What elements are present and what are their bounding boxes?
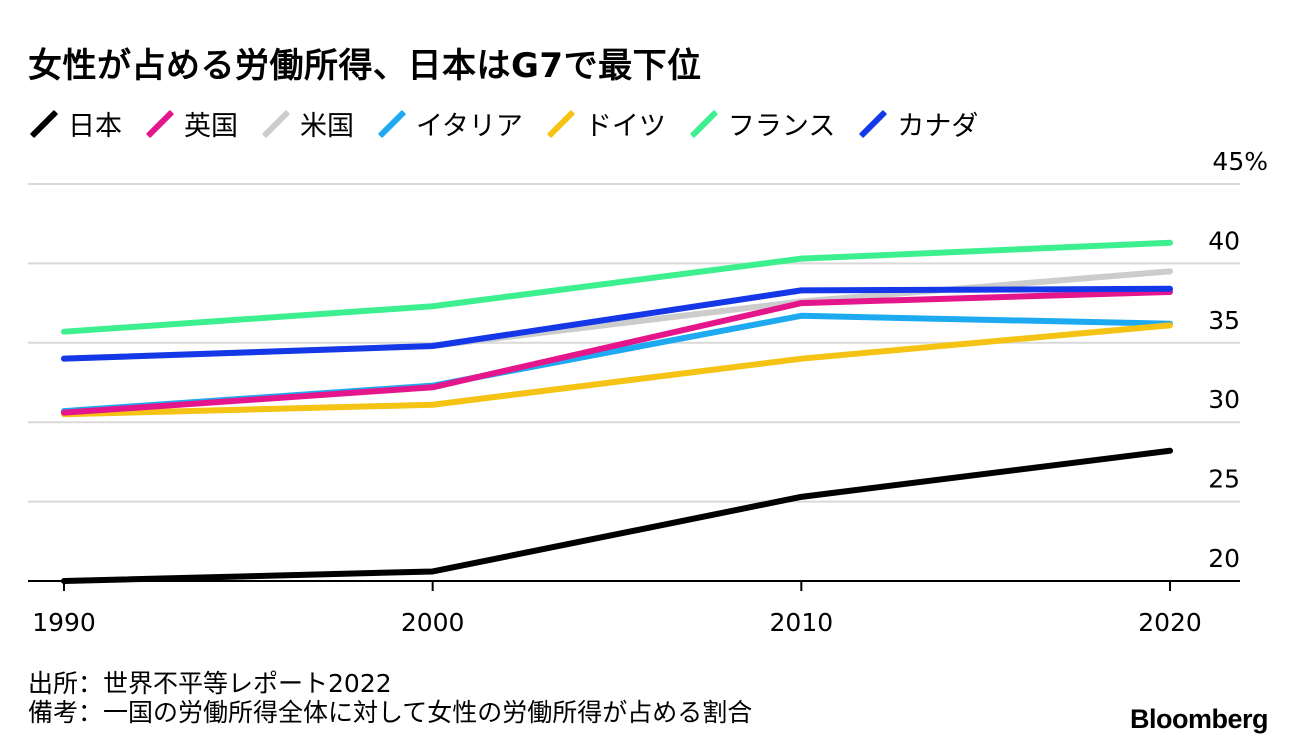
series-lines [61, 239, 1173, 584]
legend-label-us: 米国 [300, 111, 354, 142]
chart-title: 女性が占める労働所得、日本はG7で最下位 [28, 46, 702, 86]
bloomberg-logo: Bloomberg [1129, 704, 1269, 734]
legend-label-germany: ドイツ [584, 111, 666, 142]
legend-item-france: フランス [688, 104, 835, 143]
legend-swatch-italy [376, 109, 406, 139]
legend-item-canada: カナダ [857, 104, 978, 143]
legend: 日本 英国 米国 イタリア ドイツ フランス カナダ [28, 104, 978, 143]
source-note: 出所：世界不平等レポート2022 [28, 669, 392, 698]
series-line-英国 [61, 288, 1173, 416]
legend-swatch-canada [857, 109, 887, 139]
line-chart: 1990 2000 2010 2020 20 25 30 35 40 45% [28, 147, 1268, 637]
series-line-カナダ [61, 285, 1173, 362]
series-line-イタリア [61, 312, 1173, 415]
legend-item-japan: 日本 [28, 104, 122, 143]
definition-note: 備考：一国の労働所得全体に対して女性の労働所得が占める割合 [28, 698, 753, 727]
legend-label-canada: カナダ [897, 111, 979, 142]
legend-label-japan: 日本 [68, 111, 122, 142]
y-tick-label: 30 [1208, 385, 1240, 414]
legend-label-uk: 英国 [184, 111, 238, 142]
x-tick-label: 2000 [401, 608, 465, 637]
legend-swatch-germany [545, 109, 575, 139]
legend-item-uk: 英国 [144, 104, 238, 143]
x-axis-ticks: 1990 2000 2010 2020 [32, 581, 1202, 637]
legend-label-france: フランス [727, 111, 836, 142]
legend-swatch-japan [28, 109, 58, 139]
legend-swatch-uk [144, 109, 174, 139]
series-line-ドイツ [61, 322, 1173, 418]
series-line-日本 [61, 447, 1173, 584]
x-tick-label: 1990 [32, 608, 96, 637]
legend-item-italy: イタリア [376, 104, 523, 143]
x-tick-label: 2020 [1138, 608, 1202, 637]
legend-swatch-us [260, 109, 290, 139]
y-tick-label: 35 [1208, 306, 1240, 335]
y-tick-label: 40 [1208, 226, 1240, 255]
axis-labels: 20 25 30 35 40 45% [1208, 147, 1268, 573]
x-tick-label: 2010 [770, 608, 834, 637]
legend-item-us: 米国 [260, 104, 354, 143]
legend-swatch-france [688, 109, 718, 139]
y-tick-label: 45% [1212, 147, 1268, 176]
legend-item-germany: ドイツ [545, 104, 666, 143]
y-tick-label: 20 [1208, 544, 1240, 573]
legend-label-italy: イタリア [416, 111, 523, 142]
series-line-フランス [61, 239, 1173, 335]
y-tick-label: 25 [1208, 465, 1240, 494]
